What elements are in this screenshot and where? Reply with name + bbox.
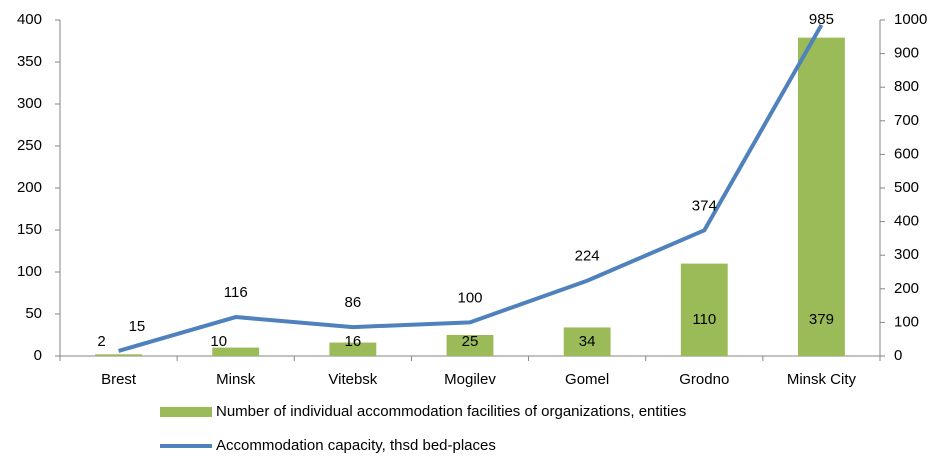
bar	[563, 327, 611, 356]
x-tick-label: Minsk City	[787, 371, 857, 388]
x-tick-label: Minsk	[216, 371, 256, 388]
y-tick-label: 0	[34, 347, 42, 364]
y2-tick-label: 300	[894, 246, 919, 263]
x-tick-label: Mogilev	[444, 371, 496, 388]
y2-tick-label: 0	[894, 347, 902, 364]
y-tick-label: 200	[17, 179, 42, 196]
y-tick-label: 300	[17, 95, 42, 112]
legend-label: Number of individual accommodation facil…	[216, 403, 686, 420]
y-tick-label: 400	[17, 11, 42, 28]
legend-label: Accommodation capacity, thsd bed-places	[216, 437, 496, 454]
y2-tick-label: 900	[894, 45, 919, 62]
bar	[95, 354, 142, 356]
line-value-label: 86	[345, 294, 362, 311]
bar	[446, 335, 494, 356]
y-tick-label: 350	[17, 53, 42, 70]
bar-value-label: 2	[97, 333, 105, 350]
x-tick-label: Vitebsk	[328, 371, 377, 388]
line-value-label: 15	[129, 318, 146, 335]
y-tick-label: 150	[17, 221, 42, 238]
line-value-label: 116	[224, 284, 248, 301]
y-tick-label: 100	[17, 263, 42, 280]
line-value-label: 224	[575, 248, 600, 265]
line-value-label: 374	[692, 197, 717, 214]
y2-tick-label: 200	[894, 280, 919, 297]
line-value-label: 985	[809, 11, 834, 28]
x-tick-label: Brest	[101, 371, 137, 388]
bar	[680, 263, 728, 356]
y-tick-label: 250	[17, 137, 42, 154]
bar	[212, 347, 260, 356]
legend-swatch	[160, 407, 212, 417]
y2-tick-label: 600	[894, 145, 919, 162]
x-tick-label: Grodno	[679, 371, 729, 388]
bar	[798, 37, 845, 356]
y-tick-label: 50	[25, 305, 42, 322]
y2-tick-label: 500	[894, 179, 919, 196]
x-tick-label: Gomel	[565, 371, 609, 388]
bar-value-label: 34	[579, 333, 596, 350]
y2-tick-label: 400	[894, 213, 919, 230]
bar-value-label: 16	[345, 333, 362, 350]
bar-value-label: 25	[462, 333, 479, 350]
bar-value-label: 110	[692, 311, 716, 328]
y2-tick-label: 800	[894, 78, 919, 95]
line	[118, 24, 824, 353]
bar-value-label: 10	[210, 333, 227, 350]
bar-value-label: 379	[809, 311, 834, 328]
bar	[329, 342, 377, 356]
y2-tick-label: 1000	[894, 11, 927, 28]
line-value-label: 100	[457, 289, 482, 306]
y2-tick-label: 700	[894, 112, 919, 129]
y2-tick-label: 100	[894, 313, 919, 330]
